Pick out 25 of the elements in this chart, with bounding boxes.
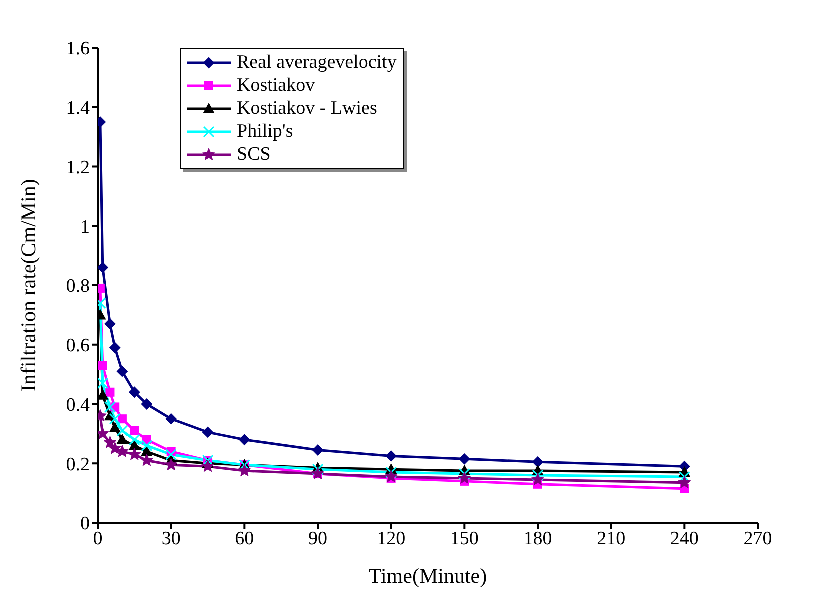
y-tick-label: 1.6 (66, 38, 90, 60)
y-tick-label: 0.2 (66, 454, 90, 476)
x-tick-label: 240 (670, 528, 699, 550)
x-tick-label: 210 (597, 528, 626, 550)
x-axis-title: Time(Minute) (368, 564, 488, 588)
y-tick-label: 0 (80, 514, 90, 535)
x-tick-label: 120 (377, 528, 406, 550)
legend-label: Kostiakov (237, 74, 316, 97)
y-tick-label: 0.8 (66, 276, 90, 298)
x-tick-label: 90 (308, 528, 328, 550)
y-tick-label: 0.4 (66, 394, 90, 416)
y-tick-label: 1.4 (66, 98, 90, 120)
legend-label: Philip's (237, 120, 294, 143)
y-tick-label: 0.6 (66, 336, 90, 357)
x-tick-label: 150 (450, 528, 479, 550)
x-tick-label: 180 (524, 528, 552, 550)
x-tick-label: 270 (744, 528, 772, 550)
x-tick-label: 30 (162, 528, 181, 550)
legend-label: SCS (237, 143, 271, 166)
legend-label: Kostiakov - Lwies (237, 97, 378, 120)
x-tick-label: 60 (235, 528, 254, 550)
y-tick-label: 1 (80, 216, 90, 238)
y-tick-label: 1.2 (66, 157, 90, 178)
y-axis-title: Infiltration rate(Cm/Min) (16, 179, 40, 392)
legend-label: Real averagevelocity (237, 51, 397, 74)
